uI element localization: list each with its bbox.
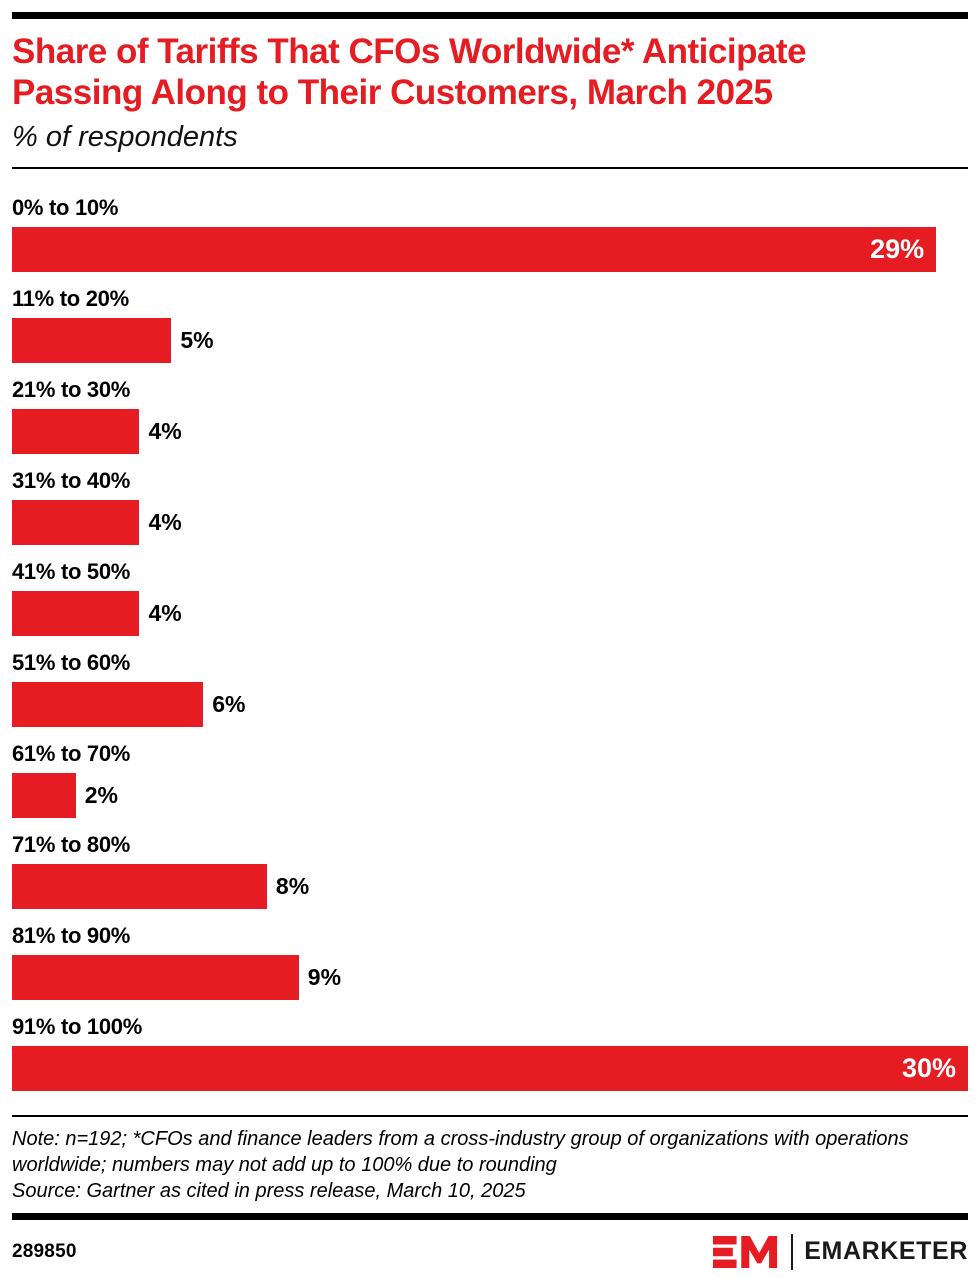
bar-value-label: 6%: [212, 690, 246, 717]
bar: [12, 499, 140, 545]
chart-id: 289850: [12, 1240, 77, 1262]
bar-row: 21% to 30% 4%: [12, 377, 968, 454]
header-divider: [12, 166, 968, 169]
bar-value-label: 4%: [148, 417, 182, 444]
note-divider: [12, 1114, 968, 1117]
bar-value-label: 29%: [870, 233, 925, 264]
bar: [12, 954, 299, 1000]
bar-category-label: 31% to 40%: [12, 467, 131, 493]
chart-page: Share of Tariffs That CFOs Worldwide* An…: [0, 12, 980, 1271]
bar-track: 9%: [12, 954, 968, 1000]
bar-category-label: 21% to 30%: [12, 376, 131, 402]
bar-value-label: 2%: [84, 781, 118, 808]
bar-row: 11% to 20% 5%: [12, 286, 968, 363]
brand-wordmark: EMARKETER: [804, 1237, 968, 1266]
bar-row: 71% to 80% 8%: [12, 832, 968, 909]
bar-row: 0% to 10% 29%: [12, 195, 968, 272]
bar: 30%: [12, 1045, 968, 1091]
bar-value-label: 8%: [275, 872, 310, 899]
bar: [12, 863, 267, 909]
bar-value-label: 5%: [180, 326, 214, 353]
chart-subtitle: % of respondents: [12, 120, 238, 153]
bar-track: 4%: [12, 590, 968, 636]
bar-track: 4%: [12, 499, 968, 545]
bar-row: 41% to 50% 4%: [12, 559, 968, 636]
bar-row: 51% to 60% 6%: [12, 650, 968, 727]
bar: [12, 590, 140, 636]
bar-row: 81% to 90% 9%: [12, 923, 968, 1000]
bar-category-label: 81% to 90%: [12, 922, 131, 948]
bar-value-label: 4%: [148, 508, 182, 535]
bar-track: 30%: [12, 1045, 968, 1091]
bar-value-label: 30%: [901, 1052, 956, 1083]
bar-row: 31% to 40% 4%: [12, 468, 968, 545]
bar-value-label: 9%: [307, 963, 342, 990]
top-rule: [12, 12, 968, 19]
bar-track: 29%: [12, 226, 968, 272]
bar-category-label: 91% to 100%: [12, 1013, 142, 1039]
source-text: Source: Gartner as cited in press releas…: [12, 1179, 526, 1202]
bar-category-label: 11% to 20%: [12, 285, 129, 311]
notes-block: Note: n=192; *CFOs and finance leaders f…: [12, 1126, 968, 1204]
emarketer-logo: EMARKETER: [713, 1233, 968, 1271]
bar-row: 91% to 100% 30%: [12, 1014, 968, 1091]
bar-category-label: 71% to 80%: [12, 831, 131, 857]
logo-divider: [791, 1233, 794, 1270]
bar-track: 2%: [12, 772, 968, 818]
note-text: Note: n=192; *CFOs and finance leaders f…: [12, 1127, 909, 1176]
bar-track: 4%: [12, 408, 968, 454]
chart-title-line1: Share of Tariffs That CFOs Worldwide* An…: [12, 32, 807, 71]
bar-chart: 0% to 10% 29% 11% to 20% 5% 21% to 30% 4…: [12, 195, 968, 1091]
bar: [12, 408, 140, 454]
bar-value-label: 4%: [148, 599, 182, 626]
chart-title: Share of Tariffs That CFOs Worldwide* An…: [12, 32, 968, 114]
chart-title-line2: Passing Along to Their Customers, March …: [12, 72, 773, 112]
footer: 289850 EMARKETER: [12, 1233, 968, 1271]
bar-track: 6%: [12, 681, 968, 727]
bar: [12, 317, 172, 363]
bar: [12, 681, 204, 727]
bar-category-label: 41% to 50%: [12, 558, 131, 584]
bar: 29%: [12, 226, 937, 272]
em-monogram-icon: [713, 1233, 779, 1271]
bar-category-label: 61% to 70%: [12, 740, 131, 766]
bar-track: 5%: [12, 317, 968, 363]
bar-category-label: 0% to 10%: [12, 194, 119, 220]
bar-track: 8%: [12, 863, 968, 909]
bar: [12, 772, 76, 818]
bar-row: 61% to 70% 2%: [12, 741, 968, 818]
bar-category-label: 51% to 60%: [12, 649, 131, 675]
footer-divider: [12, 1212, 968, 1220]
